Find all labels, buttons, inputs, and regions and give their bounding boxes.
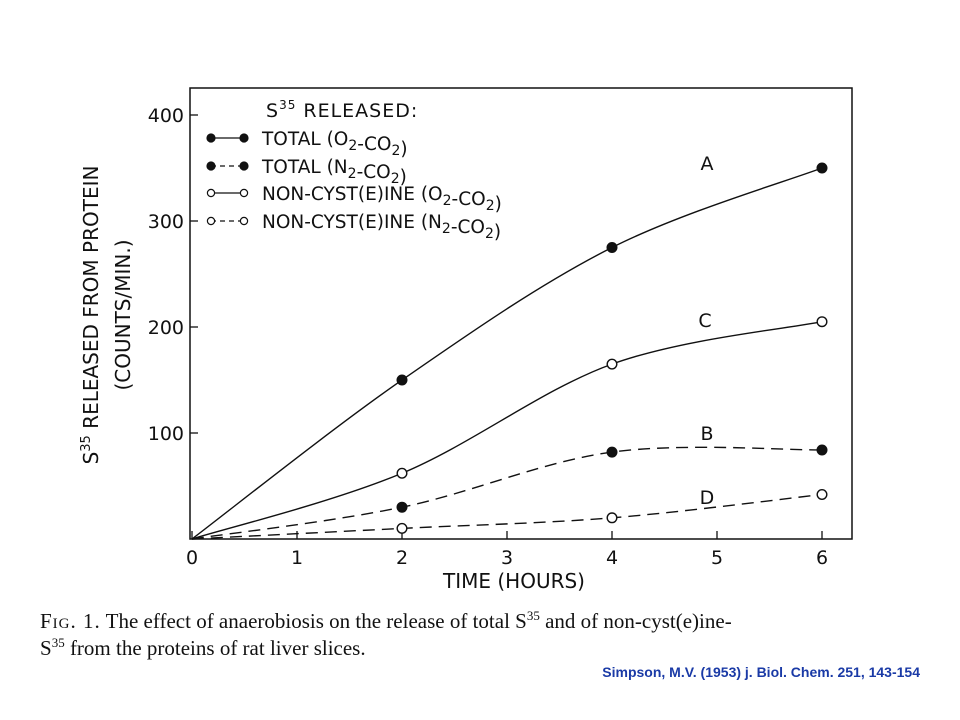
curve-label-D: D bbox=[700, 487, 715, 509]
caption-sup-1: 35 bbox=[526, 608, 540, 623]
series-line-C bbox=[191, 321, 823, 540]
curve-label-B: B bbox=[700, 423, 713, 445]
x-tick-label: 0 bbox=[186, 547, 198, 569]
data-point-C bbox=[606, 358, 618, 370]
x-tick-label: 3 bbox=[501, 547, 513, 569]
caption-text-1-end: and of non-cyst(e)ine- bbox=[539, 609, 732, 633]
figure-caption-line1: Fig. 1. The effect of anaerobiosis on th… bbox=[40, 602, 920, 635]
citation: Simpson, M.V. (1953) j. Biol. Chem. 251,… bbox=[602, 664, 920, 680]
legend-swatch-marker bbox=[206, 133, 216, 143]
data-point-D bbox=[606, 512, 618, 524]
y-axis-label-line2: (COUNTS/MIN.) bbox=[111, 239, 135, 390]
legend-entry-C: NON-CYST(E)INE (O2-CO2) bbox=[262, 184, 502, 215]
x-tick-label: 1 bbox=[291, 547, 303, 569]
data-point-B bbox=[606, 446, 618, 458]
y-axis-label-line1: S35 RELEASED FROM PROTEIN bbox=[79, 166, 103, 465]
caption-text-2: from the proteins of rat liver slices. bbox=[64, 636, 366, 660]
curves: A B C D bbox=[191, 153, 828, 540]
legend-entry-A: TOTAL (O2-CO2) bbox=[261, 129, 408, 160]
figure-label: Fig. 1. bbox=[40, 609, 101, 633]
caption-prefix-2: S bbox=[40, 636, 52, 660]
data-point-A bbox=[396, 374, 408, 386]
y-tick-label: 200 bbox=[148, 317, 184, 339]
chart: 0 1 2 3 4 5 6 100 200 300 400 A B C D S35 RELEASED: TO… bbox=[79, 87, 853, 593]
legend-swatch-marker bbox=[239, 188, 249, 198]
legend-title: S35 RELEASED: bbox=[266, 98, 418, 122]
plot-frame bbox=[189, 87, 853, 540]
legend-swatch-marker bbox=[206, 216, 216, 226]
series-line-A bbox=[191, 167, 823, 540]
legend-swatch-marker bbox=[206, 161, 216, 171]
data-point-D bbox=[396, 522, 408, 534]
x-tick-label: 2 bbox=[396, 547, 408, 569]
series-line-B bbox=[191, 446, 823, 540]
legend-swatch-marker bbox=[206, 188, 216, 198]
legend-swatch-marker bbox=[239, 161, 249, 171]
curve-label-C: C bbox=[698, 310, 711, 332]
y-tick-label: 100 bbox=[148, 423, 184, 445]
data-point-C bbox=[816, 316, 828, 328]
data-point-D bbox=[816, 488, 828, 500]
figure-caption-line2: S35 from the proteins of rat liver slice… bbox=[40, 629, 920, 662]
x-tick-label: 4 bbox=[606, 547, 618, 569]
legend-swatch-marker bbox=[239, 133, 249, 143]
caption-text-1: The effect of anaerobiosis on the releas… bbox=[100, 609, 527, 633]
axes: 0 1 2 3 4 5 6 100 200 300 400 bbox=[148, 105, 828, 569]
legend-swatch-marker bbox=[239, 216, 249, 226]
y-tick-label: 400 bbox=[148, 105, 184, 127]
data-point-C bbox=[396, 467, 408, 479]
legend-entry-D: NON-CYST(E)INE (N2-CO2) bbox=[262, 212, 501, 243]
x-tick-label: 5 bbox=[711, 547, 723, 569]
y-tick-label: 300 bbox=[148, 211, 184, 233]
caption-sup-2: 35 bbox=[51, 635, 65, 650]
x-tick-label: 6 bbox=[816, 547, 828, 569]
curve-label-A: A bbox=[701, 153, 714, 175]
x-axis-label: TIME (HOURS) bbox=[442, 569, 585, 593]
data-point-B bbox=[816, 444, 828, 456]
legend: S35 RELEASED: TOTAL (O2-CO2)TOTAL (N2-CO2… bbox=[206, 98, 502, 243]
data-point-A bbox=[816, 162, 828, 174]
legend-entry-B: TOTAL (N2-CO2) bbox=[261, 157, 407, 188]
series-line-D bbox=[191, 493, 823, 540]
data-point-B bbox=[396, 501, 408, 513]
data-point-A bbox=[606, 241, 618, 253]
